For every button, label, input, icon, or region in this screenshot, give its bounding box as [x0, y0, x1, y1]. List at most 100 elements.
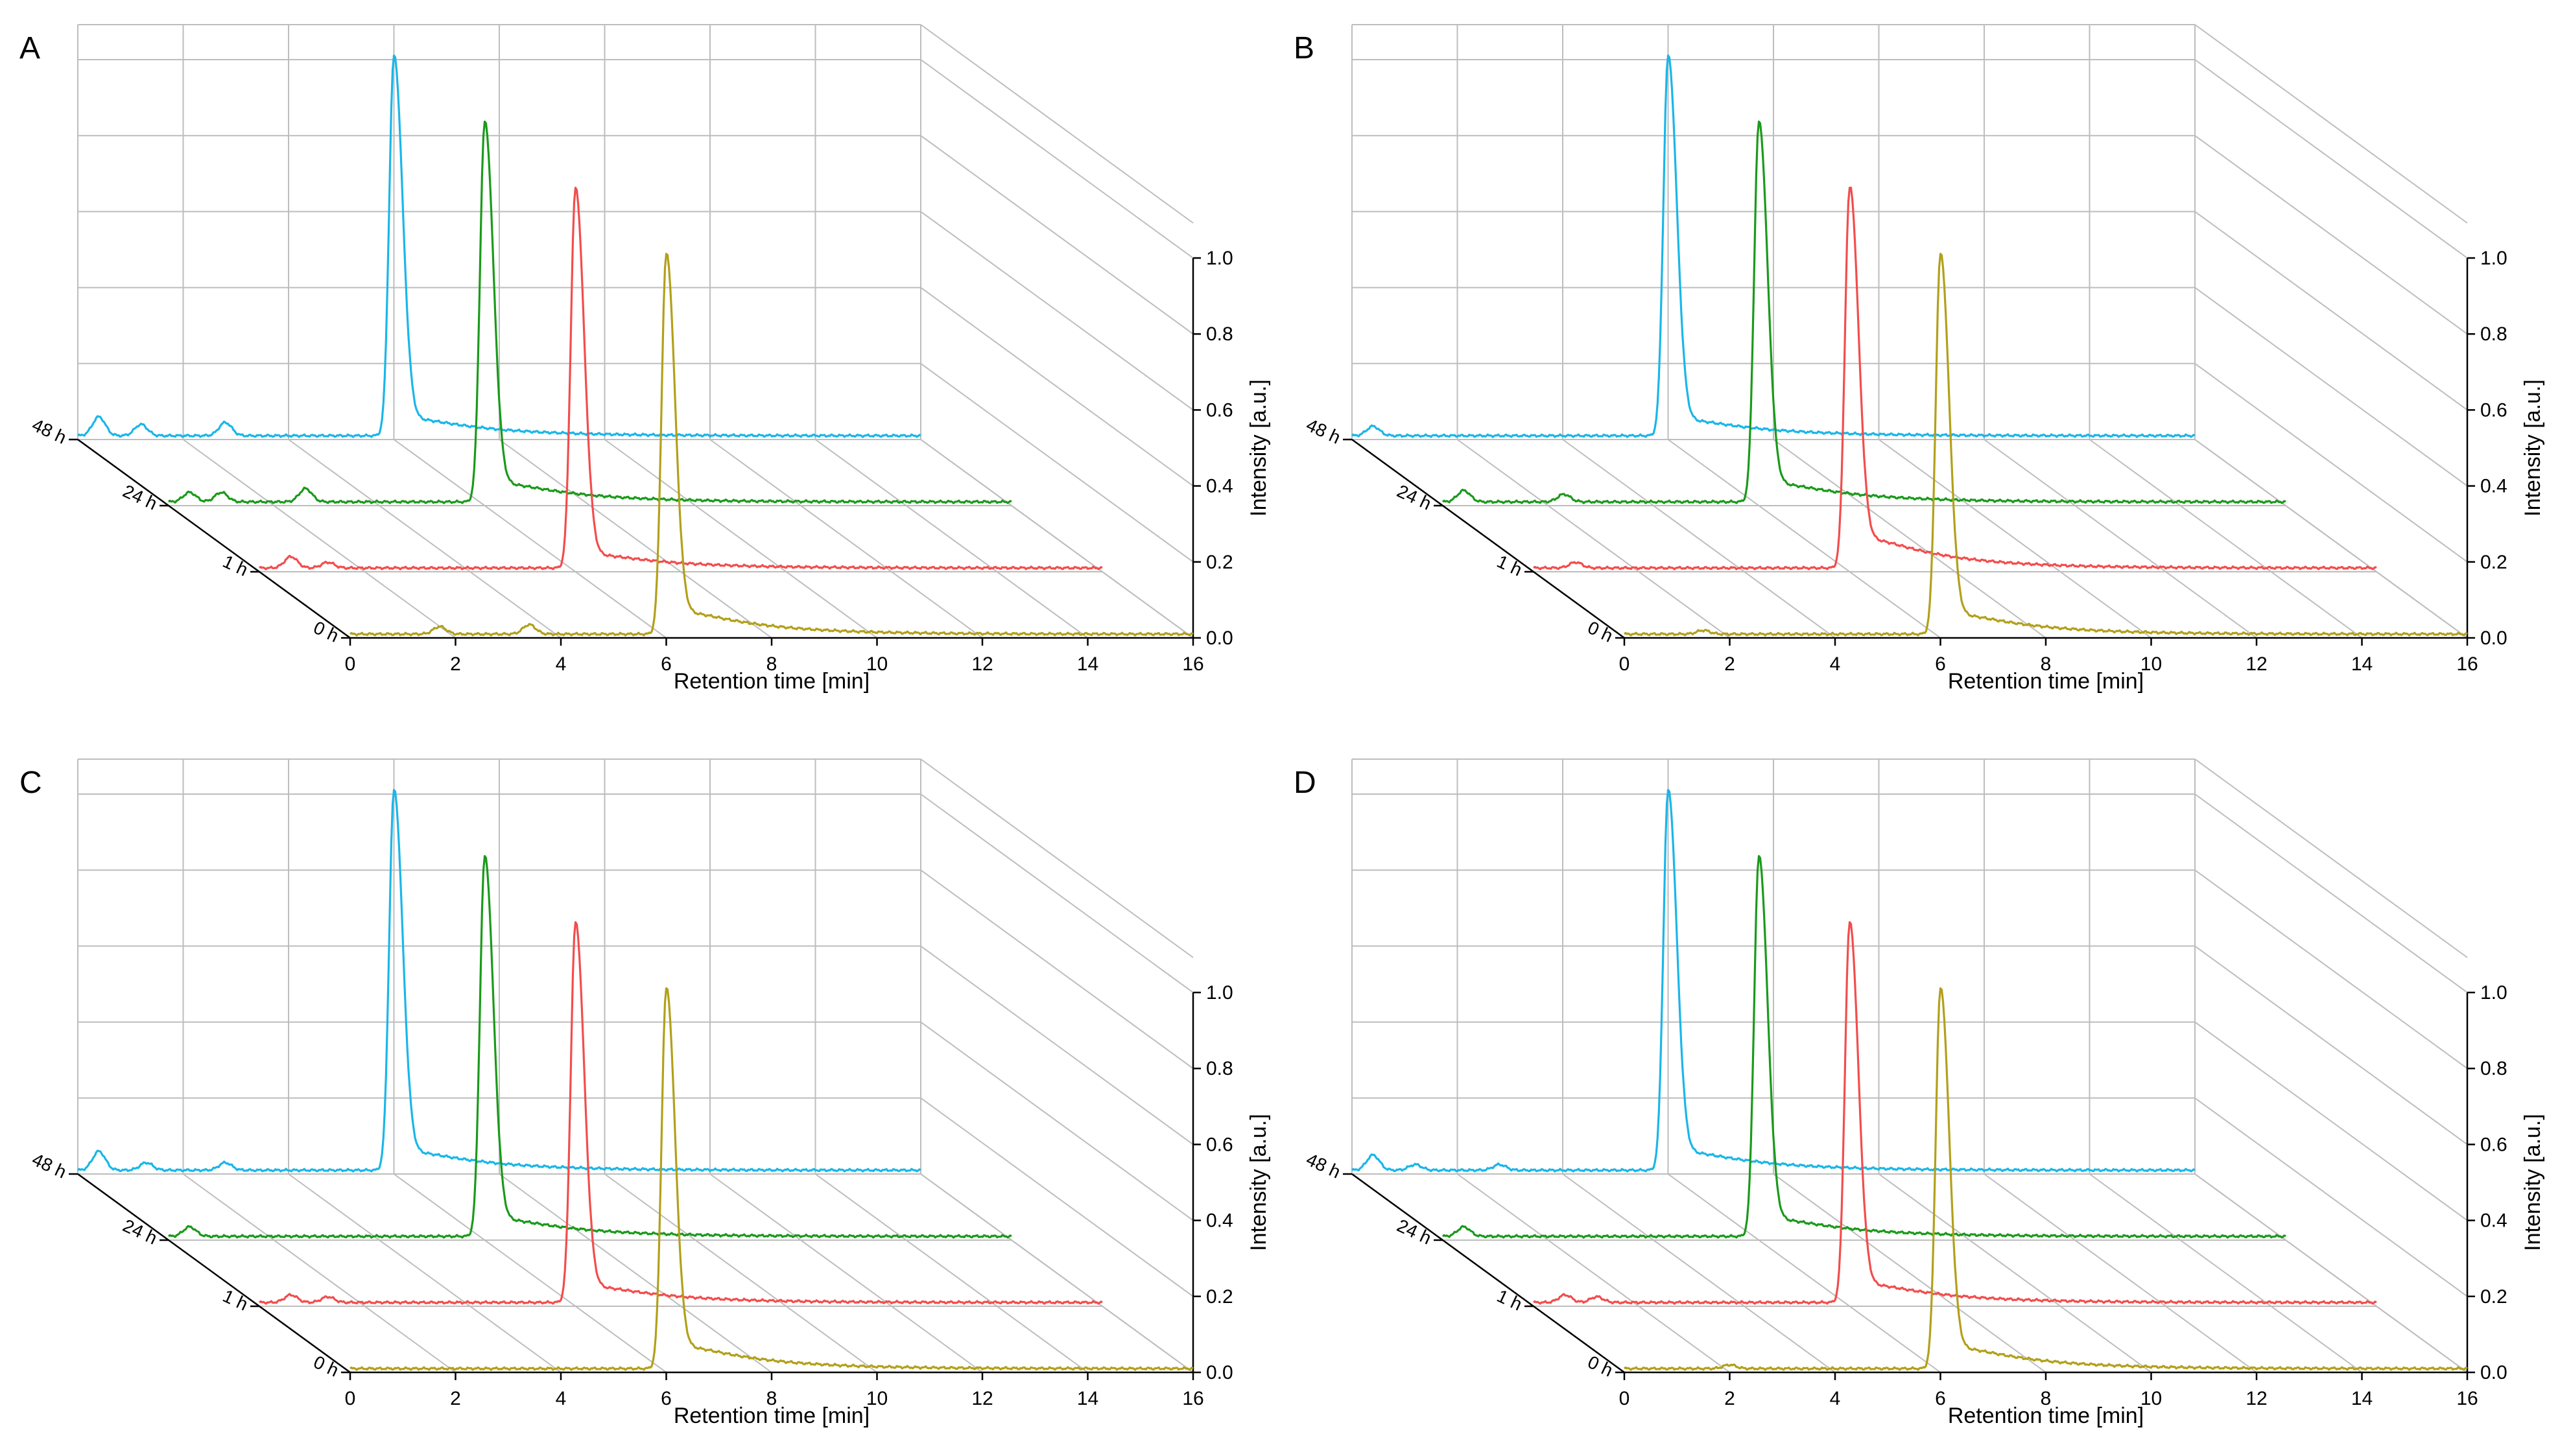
- x-tick-label: 10: [2140, 653, 2162, 675]
- floor-gridline: [1773, 439, 2046, 639]
- floor-gridline: [2194, 1173, 2468, 1373]
- z-axis-line: [77, 438, 351, 639]
- y-axis-title: Intensity [a.u.]: [2520, 379, 2545, 517]
- x-tick-label: 4: [1830, 1388, 1841, 1409]
- x-axis-title: Retention time [min]: [674, 669, 870, 694]
- x-tick-label: 8: [766, 653, 777, 675]
- z-tick-label: 24 h: [120, 481, 160, 514]
- floor-gridline: [182, 1173, 456, 1373]
- chart-panel-d: D 0 2 4 6 8 10 12 14 16 Retention time [min] 0.0 0.2…: [1294, 758, 2545, 1428]
- x-tick-label: 16: [1182, 653, 1203, 675]
- z-tick-label: 48 h: [1303, 415, 1344, 448]
- y-tick-label: 0.6: [2480, 399, 2507, 421]
- x-tick-label: 10: [866, 1388, 888, 1409]
- side-wall-gridline: [2194, 211, 2468, 411]
- side-wall-gridline: [920, 287, 1194, 487]
- y-tick-label: 1.0: [1206, 248, 1233, 269]
- x-tick-label: 0: [1619, 1388, 1630, 1409]
- series-line-0h: [1624, 253, 2468, 637]
- side-wall-gridline: [2194, 287, 2468, 487]
- x-tick-label: 0: [1619, 653, 1630, 675]
- floor-gridline: [814, 1173, 1089, 1373]
- floor-gridline: [604, 439, 878, 639]
- x-tick-label: 4: [556, 1388, 567, 1409]
- floor-gridline: [1984, 1173, 2257, 1373]
- x-tick-label: 10: [2140, 1388, 2162, 1409]
- x-tick-label: 4: [1830, 653, 1841, 675]
- x-tick-label: 14: [1077, 653, 1098, 675]
- z-tick-label: 24 h: [1394, 1215, 1434, 1249]
- chart-panel-a: A 0 2 4 6 8 10 12 14 16 Retention time [min] 0.0 0.2…: [19, 24, 1271, 694]
- x-tick-label: 16: [1182, 1388, 1203, 1409]
- series-line-1h: [259, 187, 1103, 570]
- x-tick-label: 8: [2041, 1388, 2052, 1409]
- x-tick-label: 12: [971, 653, 993, 675]
- x-axis: 0 2 4 6 8 10 12 14 16 Retention time [min]: [1619, 1371, 2478, 1428]
- z-tick-label: 1 h: [220, 551, 251, 580]
- x-tick-label: 12: [2246, 653, 2267, 675]
- grid: [1351, 24, 2468, 639]
- z-tick-label: 0 h: [311, 617, 342, 646]
- side-wall-gridline: [920, 211, 1194, 411]
- floor-gridline: [499, 439, 772, 639]
- z-tick-label: 1 h: [1494, 1286, 1525, 1315]
- floor-gridline: [814, 439, 1089, 639]
- y-tick-label: 0.0: [2480, 628, 2507, 649]
- z-tick-label: 1 h: [220, 1286, 251, 1315]
- side-wall-gridline: [920, 1021, 1194, 1221]
- y-tick-label: 0.0: [2480, 1362, 2507, 1383]
- z-axis-line: [1351, 438, 1625, 639]
- floor-gridline: [393, 1173, 667, 1373]
- floor-gridline: [1562, 1173, 1836, 1373]
- x-tick-label: 2: [1724, 1388, 1735, 1409]
- side-wall-gridline: [2194, 362, 2468, 563]
- side-wall-gridline: [2194, 869, 2468, 1070]
- y-tick-label: 0.8: [2480, 1058, 2507, 1079]
- side-wall-gridline: [2194, 24, 2468, 224]
- series-line-24h: [1441, 855, 2286, 1239]
- x-tick-label: 2: [450, 653, 461, 675]
- z-axis-line: [1351, 1173, 1625, 1374]
- series-line-1h: [259, 921, 1103, 1305]
- z-tick-label: 48 h: [1303, 1149, 1344, 1182]
- z-tick-label: 0 h: [1585, 617, 1616, 646]
- y-tick-label: 1.0: [1206, 982, 1233, 1004]
- floor-gridline: [1562, 439, 1836, 639]
- floor-gridline: [709, 439, 983, 639]
- floor-gridline: [1456, 1173, 1731, 1373]
- x-tick-label: 6: [661, 653, 672, 675]
- x-tick-label: 16: [2456, 1388, 2478, 1409]
- series-group: [1351, 54, 2468, 637]
- panel-label: D: [1294, 766, 1316, 800]
- side-wall-gridline: [2194, 1097, 2468, 1297]
- series-line-24h: [167, 855, 1012, 1239]
- x-tick-label: 8: [2041, 653, 2052, 675]
- y-tick-label: 0.8: [1206, 1058, 1233, 1079]
- z-tick-label: 24 h: [1394, 481, 1434, 514]
- floor-gridline: [1667, 439, 1941, 639]
- side-wall-gridline: [2194, 945, 2468, 1145]
- series-line-1h: [1533, 187, 2377, 570]
- floor-gridline: [1667, 1173, 1941, 1373]
- floor-gridline: [1878, 439, 2152, 639]
- side-wall-gridline: [920, 945, 1194, 1145]
- floor-gridline: [2089, 439, 2363, 639]
- side-wall-gridline: [920, 1097, 1194, 1297]
- series-line-24h: [167, 121, 1012, 504]
- floor-gridline: [920, 439, 1194, 639]
- x-axis-title: Retention time [min]: [674, 1403, 870, 1428]
- x-tick-label: 10: [866, 653, 888, 675]
- x-tick-label: 2: [450, 1388, 461, 1409]
- floor-gridline: [1878, 1173, 2152, 1373]
- series-line-0h: [1624, 987, 2468, 1371]
- side-wall-gridline: [920, 24, 1194, 224]
- x-tick-label: 12: [971, 1388, 993, 1409]
- series-line-48h: [1351, 788, 2196, 1173]
- panel-label: B: [1294, 31, 1314, 65]
- grid: [77, 758, 1194, 1373]
- y-tick-label: 0.2: [1206, 552, 1233, 573]
- side-wall-gridline: [2194, 758, 2468, 958]
- y-axis-title: Intensity [a.u.]: [2520, 1114, 2545, 1251]
- floor-gridline: [709, 1173, 983, 1373]
